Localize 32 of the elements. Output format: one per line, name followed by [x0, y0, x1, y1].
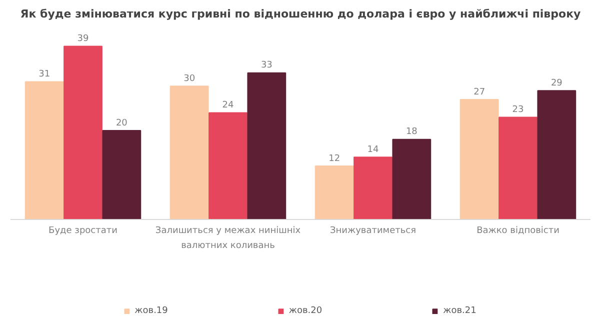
data-label: 14 [367, 144, 379, 155]
data-label: 31 [38, 70, 50, 80]
legend-label: жов.21 [443, 306, 476, 316]
bar [64, 46, 102, 220]
data-label: 29 [550, 78, 563, 88]
data-label: 20 [116, 118, 128, 128]
bar [170, 86, 209, 220]
data-label: 24 [222, 100, 234, 111]
data-label: 18 [406, 127, 418, 138]
bar [208, 112, 248, 220]
data-label: 33 [260, 60, 272, 71]
x-tick-label: Буде зростати [48, 226, 118, 236]
data-label: 12 [328, 154, 340, 164]
bar [354, 156, 392, 220]
bar [24, 81, 64, 220]
bar [537, 90, 576, 220]
x-tick-label: Залишиться у межах нинішніх валютних коливань [155, 226, 302, 251]
bar [247, 72, 286, 220]
bar [314, 166, 354, 220]
bar [498, 116, 538, 220]
data-label: 39 [77, 34, 89, 44]
x-tick-label: Важко відповісти [476, 226, 560, 236]
legend-label: жов.19 [134, 306, 168, 316]
bar [460, 98, 499, 220]
bar [392, 138, 432, 220]
legend-label: жов.20 [288, 306, 322, 316]
data-label: 30 [184, 74, 196, 84]
data-label: 23 [512, 105, 524, 116]
data-label: 27 [474, 87, 486, 98]
chart-title: Як буде змінюватися курс гривні по відношенню до долара і євро у найближчі півроку [20, 8, 581, 20]
x-tick-label: Знижуватиметься [330, 226, 416, 236]
bar [102, 130, 142, 220]
